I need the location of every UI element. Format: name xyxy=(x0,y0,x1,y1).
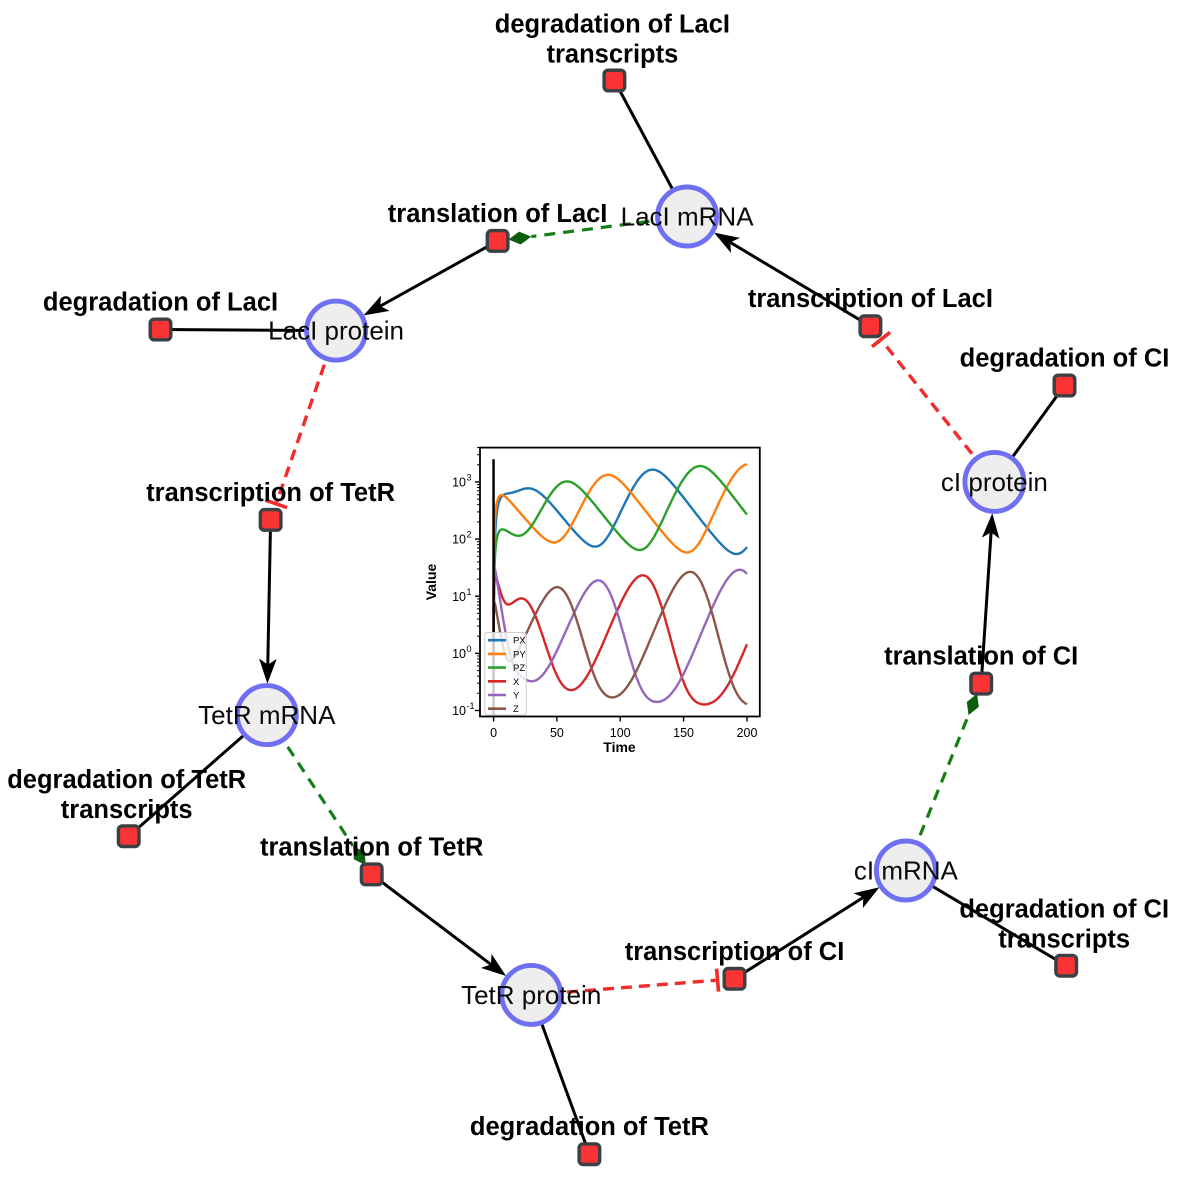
svg-text:transcription of CI: transcription of CI xyxy=(625,938,845,966)
svg-text:PZ: PZ xyxy=(513,663,525,674)
svg-text:degradation of CI: degradation of CI xyxy=(959,896,1169,924)
svg-text:10: 10 xyxy=(452,704,466,718)
svg-text:10: 10 xyxy=(452,647,466,661)
svg-text:degradation of CI: degradation of CI xyxy=(960,345,1170,373)
svg-text:transcription of LacI: transcription of LacI xyxy=(748,285,993,313)
svg-text:degradation of TetR: degradation of TetR xyxy=(470,1113,709,1141)
svg-text:LacI mRNA: LacI mRNA xyxy=(621,202,755,232)
svg-text:10: 10 xyxy=(452,533,466,547)
svg-text:transcripts: transcripts xyxy=(998,926,1130,954)
svg-text:1: 1 xyxy=(467,587,472,597)
svg-text:0: 0 xyxy=(490,726,497,740)
svg-text:2: 2 xyxy=(467,530,472,540)
svg-text:200: 200 xyxy=(737,726,758,740)
svg-text:Value: Value xyxy=(423,564,439,601)
svg-text:translation of LacI: translation of LacI xyxy=(388,200,608,228)
svg-text:-1: -1 xyxy=(467,701,475,711)
svg-text:TetR mRNA: TetR mRNA xyxy=(198,700,336,730)
svg-text:degradation of TetR: degradation of TetR xyxy=(7,766,246,794)
svg-text:TetR protein: TetR protein xyxy=(461,980,601,1010)
svg-text:150: 150 xyxy=(673,726,694,740)
svg-text:translation of CI: translation of CI xyxy=(884,643,1078,671)
svg-text:PY: PY xyxy=(513,649,526,660)
svg-text:degradation of LacI: degradation of LacI xyxy=(43,289,278,317)
svg-text:transcripts: transcripts xyxy=(61,796,193,824)
svg-text:cI mRNA: cI mRNA xyxy=(854,856,959,886)
svg-text:10: 10 xyxy=(452,476,466,490)
svg-text:PX: PX xyxy=(513,636,526,647)
svg-text:3: 3 xyxy=(467,473,472,483)
svg-text:100: 100 xyxy=(610,726,631,740)
svg-text:translation of TetR: translation of TetR xyxy=(260,833,483,861)
svg-text:transcripts: transcripts xyxy=(547,41,679,69)
svg-text:10: 10 xyxy=(452,590,466,604)
svg-text:50: 50 xyxy=(550,726,564,740)
svg-text:Z: Z xyxy=(513,704,519,715)
svg-text:degradation of LacI: degradation of LacI xyxy=(495,11,730,39)
svg-text:Y: Y xyxy=(513,691,520,702)
svg-text:Time: Time xyxy=(603,739,636,755)
svg-text:X: X xyxy=(513,677,520,688)
svg-text:cI protein: cI protein xyxy=(941,467,1048,497)
svg-text:LacI protein: LacI protein xyxy=(268,316,404,346)
svg-text:0: 0 xyxy=(467,644,472,654)
svg-text:transcription of TetR: transcription of TetR xyxy=(146,479,395,507)
